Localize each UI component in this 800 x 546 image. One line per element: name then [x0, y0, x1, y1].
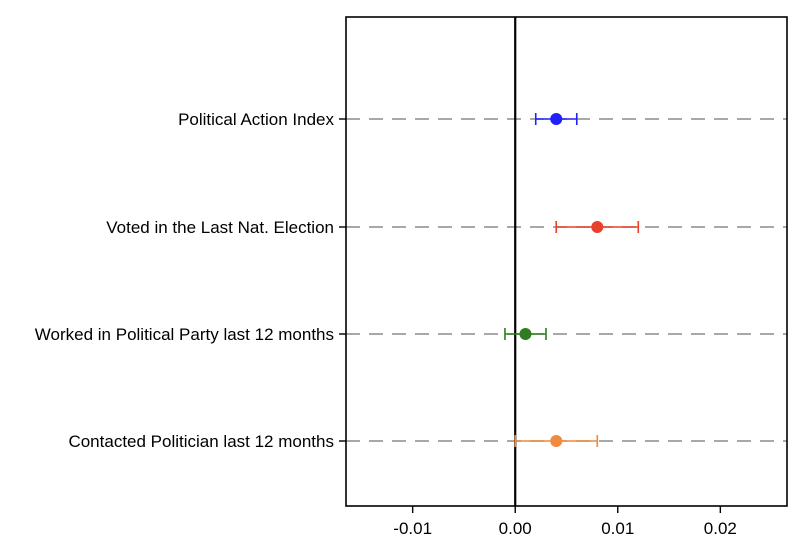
marks-layer [504, 113, 640, 447]
plot-frame [345, 16, 788, 507]
point-estimate [550, 435, 563, 447]
axis-layer: Political Action Index Voted in the Last … [35, 110, 737, 538]
point-estimate [550, 113, 563, 125]
grid-layer [346, 118, 787, 442]
category-label: Voted in the Last Nat. Election [106, 218, 334, 237]
category-label: Contacted Politician last 12 months [68, 432, 334, 451]
category-label: Political Action Index [178, 110, 334, 129]
x-tick-label: 0.02 [704, 519, 737, 538]
category-label: Worked in Political Party last 12 months [35, 325, 334, 344]
x-tick-label: 0.01 [601, 519, 634, 538]
point-estimate [591, 221, 604, 233]
x-tick-label: 0.00 [499, 519, 532, 538]
point-estimate [519, 328, 532, 340]
x-tick-label: -0.01 [393, 519, 432, 538]
